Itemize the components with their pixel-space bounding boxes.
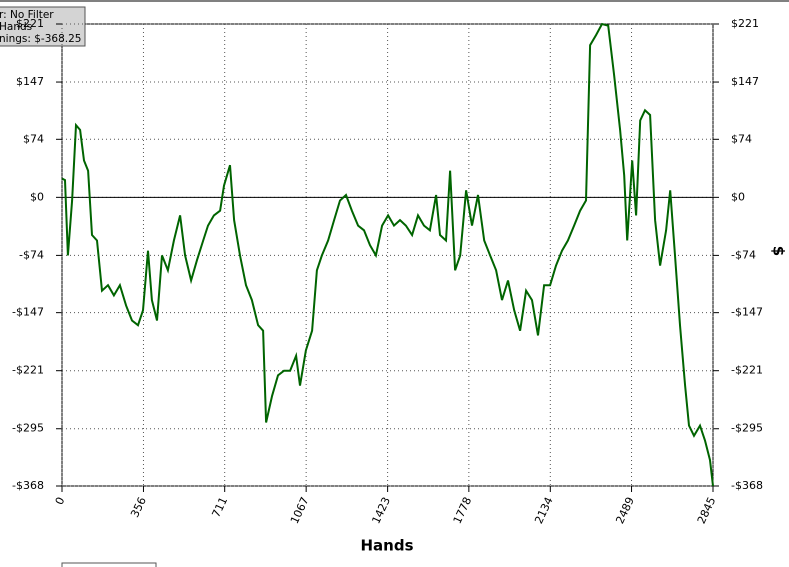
y2-tick-label: $221 (731, 17, 759, 30)
y-tick-label: $74 (23, 132, 44, 145)
y-tick-label: -$295 (12, 422, 44, 435)
y-tick-label: $221 (16, 17, 44, 30)
info-text: r: No Filter (0, 9, 54, 21)
y-tick-label: -$221 (12, 364, 44, 377)
y2-tick-label: $74 (731, 132, 752, 145)
y2-tick-label: -$221 (731, 364, 763, 377)
info-box (0, 6, 86, 47)
info-text: Hands (0, 21, 32, 33)
y2-tick-label: -$147 (731, 306, 763, 319)
y-axis-title: $ (770, 246, 788, 256)
bottom-box (61, 562, 157, 567)
y-tick-label: $147 (16, 75, 44, 88)
y-tick-label: -$147 (12, 306, 44, 319)
y-tick-label: -$368 (12, 479, 44, 492)
info-text: nings: $-368.25 (0, 33, 81, 45)
y-tick-label: $0 (30, 190, 44, 203)
y2-tick-label: -$368 (731, 479, 763, 492)
y2-tick-label: -$74 (731, 248, 756, 261)
x-tick-label: 0 (53, 495, 68, 507)
y-tick-label: -$74 (19, 248, 44, 261)
y2-tick-label: $147 (731, 75, 759, 88)
y2-tick-label: $0 (731, 190, 745, 203)
y2-tick-label: -$295 (731, 422, 763, 435)
x-axis-title: Hands (360, 537, 413, 555)
winnings-line (61, 22, 714, 487)
